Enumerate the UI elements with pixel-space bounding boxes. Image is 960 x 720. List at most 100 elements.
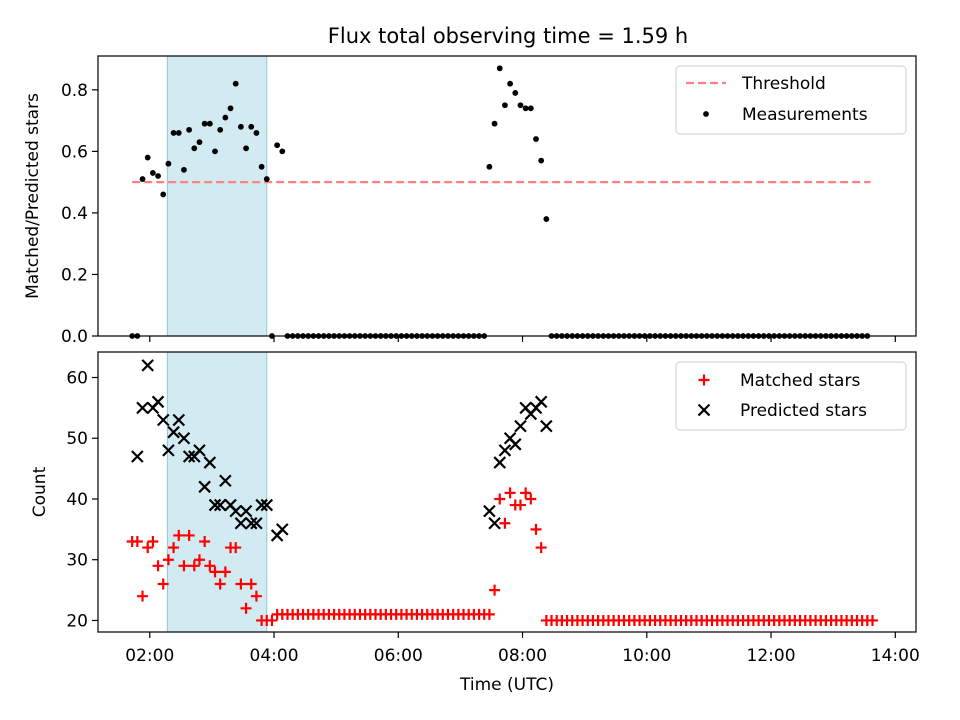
matched-star-point — [214, 578, 226, 590]
measurement-point — [496, 65, 503, 72]
predicted-star-point — [167, 425, 180, 439]
predicted-star-point — [260, 498, 274, 512]
y-tick-label: 0.4 — [61, 204, 88, 224]
measurement-point — [274, 142, 281, 149]
measurement-point — [512, 90, 519, 96]
measurement-point — [170, 130, 177, 136]
measurement-point — [517, 102, 524, 109]
measurement-point — [222, 114, 229, 121]
legend-predicted-label: Predicted stars — [740, 401, 867, 421]
measurement-point — [160, 191, 167, 198]
legend-matched-label: Matched stars — [740, 371, 860, 391]
measurement-point — [522, 105, 529, 112]
measurement-point — [253, 130, 260, 136]
matched-star-point — [152, 560, 164, 572]
matched-star-point — [494, 493, 506, 505]
matched-star-point — [193, 554, 205, 566]
predicted-star-point — [141, 359, 154, 372]
figure-title: Flux total observing time = 1.59 h — [328, 24, 688, 48]
matched-star-point — [530, 523, 542, 535]
measurement-point — [155, 173, 161, 179]
measurement-point — [227, 105, 234, 112]
measurement-point — [502, 102, 508, 109]
matched-star-point — [137, 590, 149, 602]
measurement-point — [258, 163, 265, 170]
matched-star-point — [276, 608, 288, 620]
y-tick-label: 40 — [66, 490, 88, 510]
measurement-point — [279, 148, 286, 155]
predicted-star-point — [250, 517, 263, 530]
measurement-point — [248, 123, 255, 130]
matched-star-point — [514, 499, 526, 511]
measurement-point — [543, 216, 550, 222]
matched-star-point — [199, 536, 211, 548]
matched-star-point — [489, 584, 501, 596]
matched-star-point — [131, 536, 143, 548]
matched-star-point — [230, 542, 242, 554]
predicted-star-point — [203, 456, 217, 469]
predicted-star-point — [193, 444, 206, 457]
y-tick-label: 0.6 — [61, 142, 88, 162]
predicted-star-point — [488, 517, 501, 530]
predicted-star-point — [483, 504, 496, 518]
matched-star-point — [535, 542, 547, 554]
legend-measurements-label: Measurements — [742, 105, 868, 125]
matched-star-point — [183, 529, 195, 541]
bottom-y-ticks: 20 30 40 50 60 — [66, 369, 98, 631]
x-tick-label: 04:00 — [250, 646, 299, 666]
predicted-star-point — [136, 401, 149, 415]
measurement-point — [263, 176, 270, 182]
matched-star-point — [504, 487, 516, 499]
legend-box — [675, 65, 907, 135]
matched-star-point — [240, 602, 252, 614]
measurement-point — [232, 80, 239, 87]
measurement-point — [533, 136, 539, 142]
predicted-star-point — [172, 413, 186, 427]
bottom-x-axis-label: Time (UTC) — [459, 675, 554, 695]
bottom-axes-frame — [97, 351, 917, 633]
matched-star-point — [204, 560, 216, 572]
matched-star-point — [157, 578, 169, 590]
bottom-y-axis-label: Count — [30, 466, 50, 517]
measurement-point — [217, 126, 224, 133]
highlight-band — [166, 351, 268, 633]
matched-star-point — [540, 614, 552, 626]
x-tick-label: 12:00 — [747, 646, 796, 666]
matched-star-point — [867, 614, 879, 626]
measurement-point — [181, 166, 187, 173]
predicted-star-point — [182, 450, 196, 463]
measurement-point — [507, 80, 514, 87]
predicted-star-point — [493, 456, 507, 469]
x-tick-label: 08:00 — [498, 646, 547, 666]
measurement-point — [144, 154, 151, 161]
predicted-star-point — [509, 438, 522, 451]
measurement-point — [212, 148, 218, 155]
measurement-point — [175, 130, 182, 136]
matched-star-point — [142, 542, 154, 554]
predicted-star-point — [534, 395, 548, 409]
matched-star-point — [525, 493, 537, 505]
x-tick-label: 02:00 — [125, 646, 174, 666]
predicted-star-point — [244, 517, 258, 530]
bottom-x-ticks: 02:00 04:00 06:00 08:00 10:00 12:00 14:00 — [125, 632, 920, 666]
predicted-star-point — [198, 480, 211, 494]
measurement-point — [191, 145, 198, 152]
matched-star-point — [147, 536, 159, 548]
matched-star-point — [245, 578, 257, 590]
measurement-point — [139, 176, 146, 182]
top-panel: 0.00.20.40.60.8 Matched/Predicted stars … — [23, 55, 917, 347]
predicted-star-point — [156, 413, 170, 427]
matched-star-point — [266, 614, 278, 626]
measurement-point — [201, 120, 208, 127]
matched-star-point — [188, 560, 200, 572]
x-tick-label: 06:00 — [374, 646, 423, 666]
bottom-panel: 20 30 40 50 60 02:00 04:00 06:00 08:00 10:00 12:0… — [30, 351, 920, 695]
matched-star-point — [235, 578, 247, 590]
top-y-axis-label: Matched/Predicted stars — [23, 93, 43, 299]
legend-threshold-label: Threshold — [741, 74, 826, 94]
top-y-ticks: 0.0 0.2 0.4 0.6 0.8 — [61, 81, 98, 347]
predicted-star-point — [131, 450, 144, 463]
y-tick-label: 0.2 — [61, 265, 88, 285]
matched-star-point — [178, 560, 190, 572]
